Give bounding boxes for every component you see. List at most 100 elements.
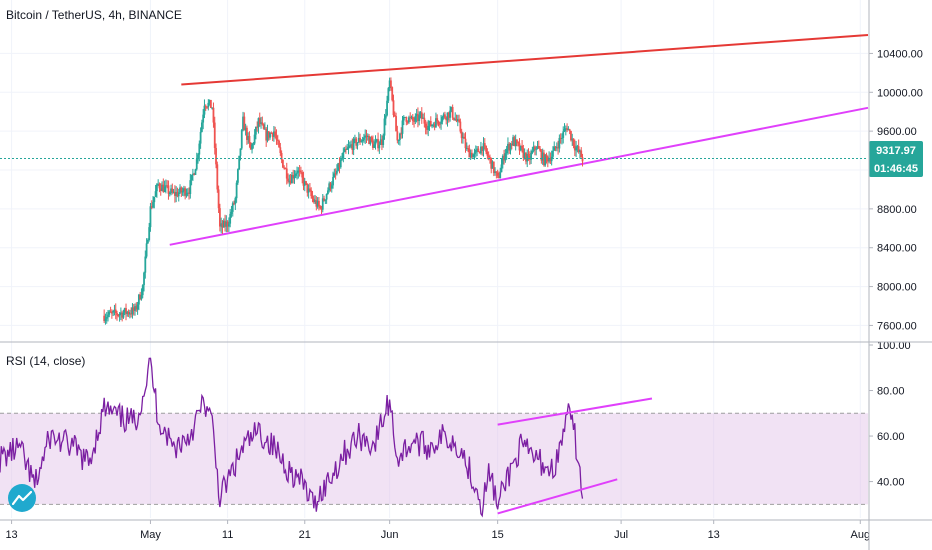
candle-body bbox=[274, 131, 277, 136]
candle-body bbox=[325, 193, 328, 200]
candle-body bbox=[471, 152, 473, 158]
rsi-panel[interactable] bbox=[0, 357, 868, 518]
candle-body bbox=[523, 152, 526, 158]
candle-body bbox=[406, 121, 409, 123]
candle-body bbox=[346, 148, 349, 150]
candle-body bbox=[145, 243, 148, 257]
candle-body bbox=[282, 159, 284, 168]
candle-body bbox=[552, 150, 554, 157]
tradingview-logo-icon[interactable] bbox=[8, 484, 36, 512]
candle-body bbox=[314, 200, 316, 203]
candle-body bbox=[240, 130, 243, 149]
candle-body bbox=[397, 139, 400, 141]
rsi-trendlines[interactable] bbox=[497, 397, 653, 515]
candle-body bbox=[393, 115, 396, 117]
candle-body bbox=[535, 148, 538, 150]
candle-body bbox=[528, 155, 531, 160]
candle-body bbox=[243, 116, 246, 131]
candle-body bbox=[517, 142, 520, 144]
rsi-lower-trendline[interactable] bbox=[497, 478, 618, 515]
price-tick-label: 7600.00 bbox=[877, 320, 917, 332]
candle-body bbox=[359, 137, 361, 143]
candle-body bbox=[193, 173, 196, 175]
price-grid bbox=[0, 0, 868, 518]
candle-body bbox=[474, 149, 477, 153]
candle-body bbox=[113, 309, 116, 312]
candle-body bbox=[110, 312, 113, 314]
rsi-tick-label: 80.00 bbox=[877, 386, 905, 398]
candle-body bbox=[139, 294, 142, 300]
candle-body bbox=[279, 147, 282, 154]
candle-body bbox=[209, 99, 212, 109]
candle-body bbox=[212, 107, 215, 123]
candle-body bbox=[404, 116, 406, 118]
candle-body bbox=[182, 188, 185, 192]
candle-body bbox=[242, 116, 244, 131]
candle-body bbox=[177, 192, 180, 197]
rsi-upper-trendline[interactable] bbox=[497, 397, 653, 426]
rsi-grid bbox=[0, 412, 868, 505]
candle-body bbox=[152, 202, 154, 208]
candle-body bbox=[197, 154, 199, 160]
price-trendlines[interactable] bbox=[169, 33, 869, 246]
candle-body bbox=[441, 116, 444, 122]
candle-body bbox=[134, 306, 136, 311]
candle-body bbox=[348, 145, 351, 147]
candle-body bbox=[436, 118, 439, 122]
candle-body bbox=[261, 122, 264, 125]
candle-body bbox=[204, 105, 207, 107]
candle-body bbox=[548, 158, 550, 162]
candle-body bbox=[388, 80, 391, 89]
candle-body bbox=[345, 148, 347, 150]
resistance-trendline[interactable] bbox=[181, 33, 869, 86]
candle-body bbox=[518, 143, 521, 151]
candle-body bbox=[116, 313, 118, 316]
candle-body bbox=[211, 107, 214, 109]
candle-body bbox=[256, 126, 259, 128]
candle-body bbox=[557, 147, 559, 149]
candle-body bbox=[230, 211, 233, 214]
candle-body bbox=[343, 148, 346, 153]
price-tick-label: 8800.00 bbox=[877, 204, 917, 216]
candle-body bbox=[418, 115, 421, 121]
candle-body bbox=[555, 147, 558, 149]
candle-body bbox=[553, 146, 556, 151]
candle-body bbox=[121, 312, 124, 318]
candle-body bbox=[378, 144, 381, 149]
candle-body bbox=[405, 116, 408, 122]
support-trendline[interactable] bbox=[169, 106, 869, 246]
candle-body bbox=[336, 170, 338, 174]
candle-body bbox=[252, 143, 255, 145]
candle-body bbox=[513, 137, 516, 146]
candle-body bbox=[118, 314, 121, 316]
candle-body bbox=[568, 129, 571, 132]
candle-body bbox=[498, 175, 500, 178]
candle-body bbox=[454, 118, 457, 120]
candle-body bbox=[260, 122, 262, 124]
candle-body bbox=[469, 152, 472, 158]
candle-body bbox=[186, 192, 189, 194]
price-tick-label: 8400.00 bbox=[877, 243, 917, 255]
candle-body bbox=[339, 159, 342, 168]
candle-body bbox=[323, 198, 325, 201]
price-panel[interactable] bbox=[0, 0, 869, 518]
candle-body bbox=[311, 196, 314, 199]
candle-body bbox=[463, 136, 466, 139]
rsi-tick-label: 60.00 bbox=[877, 431, 905, 443]
candle-body bbox=[206, 106, 208, 108]
candle-body bbox=[266, 131, 269, 141]
time-axis[interactable]: 13 May 11 21 Jun 15 Jul 13 Aug bbox=[5, 520, 870, 541]
candle-body bbox=[543, 152, 545, 166]
candle-body bbox=[575, 147, 577, 151]
candle-body bbox=[366, 136, 369, 138]
candle-body bbox=[301, 172, 304, 178]
candle-body bbox=[208, 99, 211, 103]
candle-body bbox=[494, 171, 496, 174]
price-axis[interactable]: 7600.008000.008400.008800.009200.009600.… bbox=[869, 48, 923, 332]
rsi-axis[interactable]: 40.00 60.00 80.00 100.00 bbox=[869, 340, 911, 489]
candle-body bbox=[292, 174, 295, 179]
candle-body bbox=[136, 304, 139, 310]
candle-body bbox=[227, 223, 230, 227]
candle-body bbox=[490, 157, 493, 169]
